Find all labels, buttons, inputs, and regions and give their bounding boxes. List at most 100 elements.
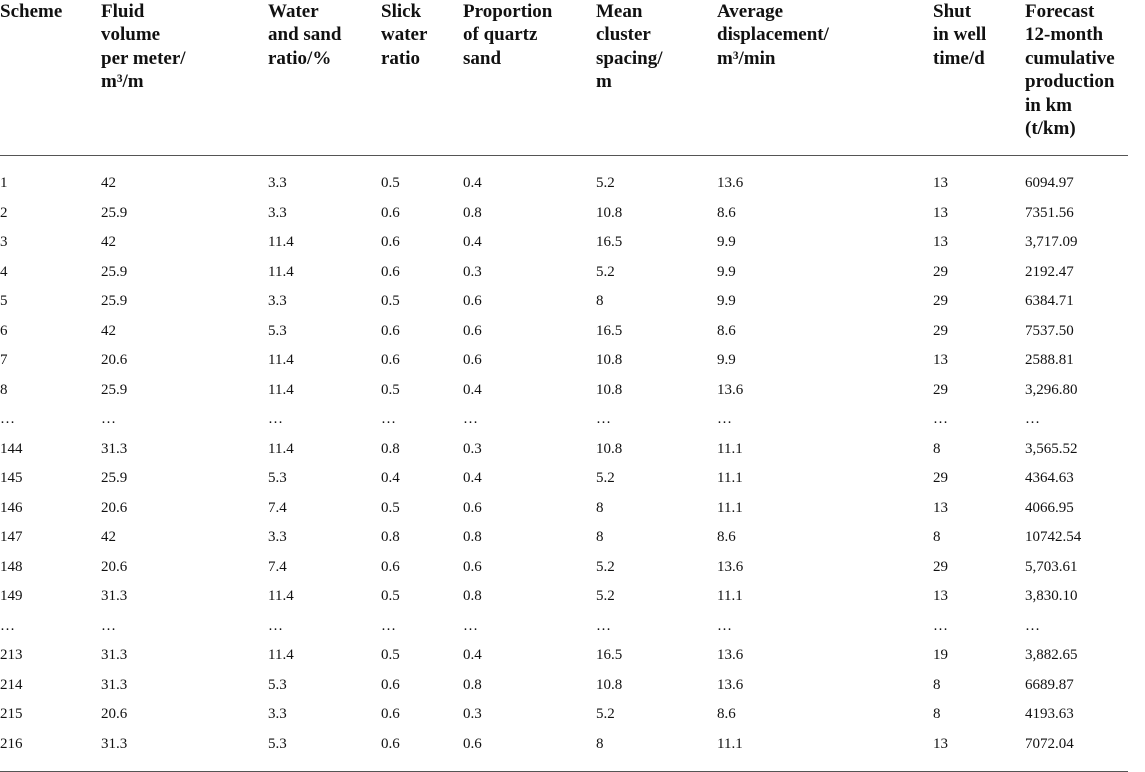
table-cell: 29 xyxy=(933,293,948,309)
table-cell: 0.6 xyxy=(381,322,400,339)
table-cell: 6094.97 xyxy=(1025,175,1074,191)
table-cell: 29 xyxy=(933,381,948,398)
table-cell: 8 xyxy=(596,499,604,516)
table-cell: 0.4 xyxy=(463,381,482,398)
table-cell: 11.1 xyxy=(717,588,743,604)
table-cell: 0.8 xyxy=(463,588,482,604)
table-cell: 25.9 xyxy=(101,293,128,309)
table-cell: 10.8 xyxy=(596,204,623,221)
table-cell: 5.2 xyxy=(596,263,615,280)
table-row: 147 42 3.3 0.8 0.8 8 8.6 8 10742.54 xyxy=(0,523,1128,553)
table-cell: 6 xyxy=(0,322,8,339)
table-cell: 6689.87 xyxy=(1025,676,1074,693)
table-cell: 10.8 xyxy=(596,352,623,368)
table-cell: … xyxy=(463,411,478,427)
table-cell: 8.6 xyxy=(717,322,736,339)
table-cell: 4 xyxy=(0,263,8,280)
table-cell: 3.3 xyxy=(268,204,287,221)
table-cell: 3,882.65 xyxy=(1025,647,1078,663)
table-row: 146 20.6 7.4 0.5 0.6 8 11.1 13 4066.95 xyxy=(0,494,1128,524)
table-row: 149 31.3 11.4 0.5 0.8 5.2 11.1 13 3,830.10 xyxy=(0,582,1128,612)
column-header: Water and sand ratio/% xyxy=(268,1,342,69)
table-cell: 5.3 xyxy=(268,470,287,486)
table-row: 148 20.6 7.4 0.6 0.6 5.2 13.6 29 5,703.61 xyxy=(0,553,1128,583)
table-cell: 2 xyxy=(0,204,8,221)
table-cell: 5.3 xyxy=(268,322,287,339)
table-cell: 10.8 xyxy=(596,381,623,398)
table-cell: 7.4 xyxy=(268,558,287,575)
table-cell: 148 xyxy=(0,558,23,575)
column-header: Shut in well time/d xyxy=(933,1,987,69)
table-cell: 25.9 xyxy=(101,381,128,398)
table-cell: 5 xyxy=(0,293,8,309)
table-cell: 8 xyxy=(933,529,941,545)
table-cell: 5,703.61 xyxy=(1025,558,1078,575)
table-row: 6 42 5.3 0.6 0.6 16.5 8.6 29 7537.50 xyxy=(0,317,1128,347)
table-cell: … xyxy=(101,617,116,634)
column-header: Mean cluster spacing/ m xyxy=(596,1,663,93)
table-cell: 31.3 xyxy=(101,647,128,663)
table-cell: 2588.81 xyxy=(1025,352,1074,368)
table-cell: 31.3 xyxy=(101,588,128,604)
table-cell: 3.3 xyxy=(268,529,287,545)
table-cell: 146 xyxy=(0,499,23,516)
table-header-row: Scheme Fluid volume per meter/ m³/m Water … xyxy=(0,0,1128,150)
table-cell: … xyxy=(268,617,283,634)
table-cell: 13.6 xyxy=(717,175,744,191)
column-header: Proportion of quartz sand xyxy=(463,1,553,69)
table-cell: 0.6 xyxy=(463,293,482,309)
table-cell: … xyxy=(717,411,732,427)
table-cell: 11.4 xyxy=(268,647,294,663)
table-cell: … xyxy=(0,617,15,634)
table-cell: 11.4 xyxy=(268,381,294,398)
table-cell: 0.6 xyxy=(381,263,400,280)
table-cell: 13 xyxy=(933,204,948,221)
column-header: Slick water ratio xyxy=(381,1,428,69)
table-cell: 13 xyxy=(933,352,948,368)
table-cell: 8 xyxy=(933,676,941,693)
table-row: 3 42 11.4 0.6 0.4 16.5 9.9 13 3,717.09 xyxy=(0,228,1128,258)
table-cell: 0.3 xyxy=(463,706,482,722)
table-cell: 5.2 xyxy=(596,588,615,604)
table-cell: 16.5 xyxy=(596,322,623,339)
table-cell: 145 xyxy=(0,470,23,486)
table-cell: 8 xyxy=(933,706,941,722)
table-cell: 13 xyxy=(933,234,948,250)
table-cell: 31.3 xyxy=(101,440,128,457)
table-cell: 31.3 xyxy=(101,735,128,752)
table-cell: 0.5 xyxy=(381,175,400,191)
table-cell: 214 xyxy=(0,676,23,693)
table-cell: 20.6 xyxy=(101,706,128,722)
table-row: 5 25.9 3.3 0.5 0.6 8 9.9 29 6384.71 xyxy=(0,287,1128,317)
table-cell: 0.8 xyxy=(381,440,400,457)
table-cell: 11.4 xyxy=(268,588,294,604)
column-header: Average displacement/ m³/min xyxy=(717,1,829,69)
table-cell: 9.9 xyxy=(717,293,736,309)
table-cell: 3,565.52 xyxy=(1025,440,1078,457)
table-cell: 10.8 xyxy=(596,676,623,693)
table-cell: 6384.71 xyxy=(1025,293,1074,309)
table-cell: 0.4 xyxy=(381,470,400,486)
table-cell: 9.9 xyxy=(717,263,736,280)
table-cell: 3.3 xyxy=(268,175,287,191)
table-cell: 7351.56 xyxy=(1025,204,1074,221)
table-cell: … xyxy=(463,617,478,634)
table-cell: 16.5 xyxy=(596,234,623,250)
table-cell: 5.3 xyxy=(268,676,287,693)
table-cell: 9.9 xyxy=(717,352,736,368)
table-cell: 7072.04 xyxy=(1025,735,1074,752)
table-cell: 13 xyxy=(933,735,948,752)
table-cell: 0.4 xyxy=(463,175,482,191)
table-cell: 10.8 xyxy=(596,440,623,457)
table-cell: 13 xyxy=(933,175,948,191)
table-cell: 11.1 xyxy=(717,470,743,486)
table-row: 8 25.9 11.4 0.5 0.4 10.8 13.6 29 3,296.80 xyxy=(0,376,1128,406)
table-cell: 0.6 xyxy=(463,322,482,339)
header-rule xyxy=(0,155,1128,156)
table-cell: 3,296.80 xyxy=(1025,381,1078,398)
table-cell: 13.6 xyxy=(717,647,744,663)
table-cell: … xyxy=(1025,617,1040,634)
table-row: 215 20.6 3.3 0.6 0.3 5.2 8.6 8 4193.63 xyxy=(0,700,1128,730)
table-cell: 0.4 xyxy=(463,234,482,250)
